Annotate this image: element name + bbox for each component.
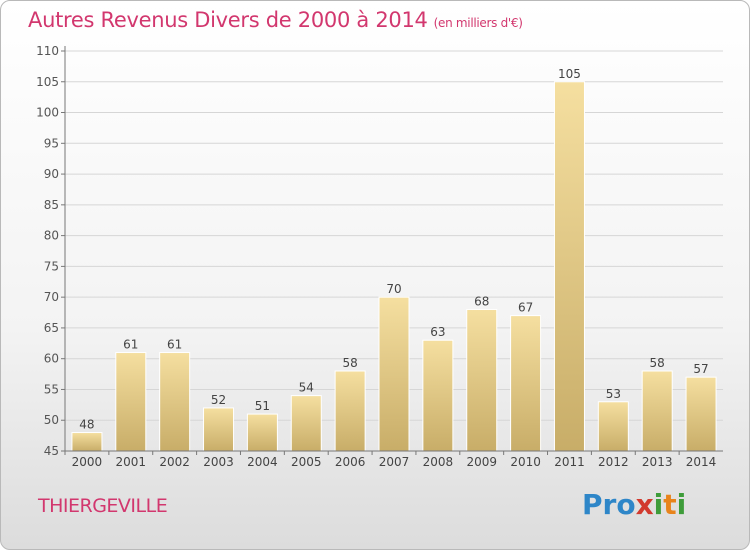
bar-2012: [597, 401, 629, 452]
bar-2009: [466, 308, 498, 452]
bars: [71, 81, 717, 452]
data-label: 54: [299, 381, 314, 395]
data-label: 58: [342, 356, 357, 370]
logo-part: Pro: [582, 488, 636, 521]
y-tick-label: 105: [36, 75, 59, 89]
y-tick-label: 75: [44, 259, 59, 273]
x-tick-label: 2000: [72, 455, 103, 469]
data-label: 61: [123, 338, 138, 352]
data-label: 57: [693, 362, 708, 376]
city-name: THIERGEVILLE: [38, 495, 168, 517]
bar-2014: [685, 376, 717, 452]
x-tick-label: 2006: [335, 455, 366, 469]
x-tick-label: 2007: [379, 455, 410, 469]
bar-2010: [510, 315, 542, 452]
y-tick-label: 100: [36, 106, 59, 120]
y-tick-label: 70: [44, 290, 59, 304]
data-label: 52: [211, 393, 226, 407]
bar-2006: [334, 370, 366, 452]
data-label: 51: [255, 399, 270, 413]
x-tick-label: 2012: [598, 455, 629, 469]
x-tick-label: 2011: [554, 455, 585, 469]
y-tick-label: 110: [36, 44, 59, 58]
data-label: 48: [79, 418, 94, 432]
bar-2004: [246, 413, 278, 452]
bar-2008: [422, 339, 454, 452]
bar-2001: [115, 352, 147, 452]
logo-part: i: [676, 488, 687, 521]
data-label: 58: [650, 356, 665, 370]
y-tick-label: 50: [44, 413, 59, 427]
chart-title-text: Autres Revenus Divers de 2000 à 2014: [28, 8, 428, 32]
x-tick-label: 2003: [203, 455, 234, 469]
x-tick-label: 2009: [466, 455, 497, 469]
logo-part: i: [653, 488, 664, 521]
y-tick-label: 45: [44, 444, 59, 458]
data-label: 53: [606, 387, 621, 401]
y-tick-label: 60: [44, 352, 59, 366]
x-tick-label: 2001: [116, 455, 147, 469]
x-tick-label: 2008: [423, 455, 454, 469]
x-tick-label: 2013: [642, 455, 673, 469]
bar-2013: [641, 370, 673, 452]
y-tick-label: 90: [44, 167, 59, 181]
y-tick-label: 80: [44, 229, 59, 243]
logo-part: t: [663, 488, 677, 521]
data-labels: 48 61 61 52 51 54 58 70 63 68 67 105 53 58 57: [79, 67, 708, 432]
x-tick-label: 2014: [686, 455, 717, 469]
x-tick-label: 2004: [247, 455, 278, 469]
chart-unit: (en milliers d'€): [433, 16, 523, 30]
x-tick-label: 2010: [510, 455, 541, 469]
bar-2007: [378, 296, 410, 452]
x-tick-label: 2005: [291, 455, 322, 469]
bar-2005: [290, 395, 322, 452]
logo-part: x: [635, 488, 654, 521]
bar-chart: 48 61 61 52 51 54 58 70 63 68 67 105 53 58 57 45 50 55 60…: [36, 44, 723, 469]
chart-title: Autres Revenus Divers de 2000 à 2014 (en …: [28, 8, 523, 32]
proxiti-logo: Proxiti: [582, 488, 686, 521]
data-label: 68: [474, 294, 489, 308]
bar-2011: [553, 81, 585, 452]
axes: 45 50 55 60 65 70 75 80 85 90 95 100 105 110 2000 2001 2…: [36, 44, 723, 469]
bar-2002: [159, 352, 191, 452]
data-label: 63: [430, 325, 445, 339]
data-label: 67: [518, 301, 533, 315]
bar-2000: [71, 432, 103, 452]
y-tick-label: 95: [44, 136, 59, 150]
x-tick-label: 2002: [159, 455, 190, 469]
y-tick-label: 65: [44, 321, 59, 335]
data-label: 70: [386, 282, 401, 296]
bar-2003: [203, 407, 235, 452]
y-tick-label: 85: [44, 198, 59, 212]
data-label: 61: [167, 338, 182, 352]
y-tick-label: 55: [44, 382, 59, 396]
data-label: 105: [558, 67, 581, 81]
